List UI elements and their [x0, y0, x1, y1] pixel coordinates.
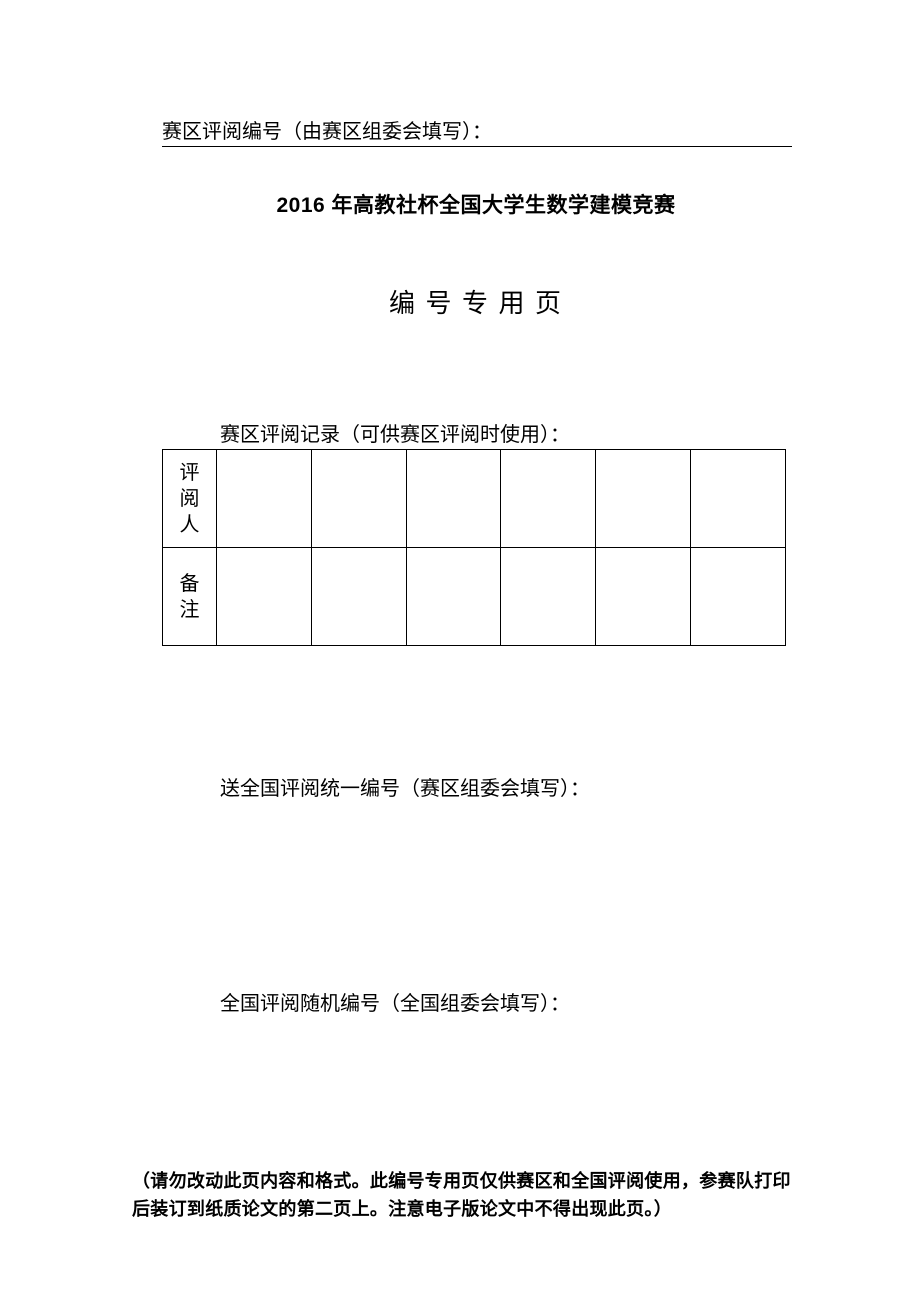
- page-title-sub: 编 号 专 用 页: [162, 283, 790, 320]
- table-cell: [311, 450, 406, 548]
- table-cell: [501, 548, 596, 646]
- table-cell: [311, 548, 406, 646]
- unified-number-label: 送全国评阅统一编号（赛区组委会填写）：: [220, 772, 790, 801]
- page-title-main: 2016 年高教社杯全国大学生数学建模竞赛: [162, 189, 790, 219]
- table-cell: [406, 548, 501, 646]
- random-number-label: 全国评阅随机编号（全国组委会填写）：: [220, 987, 790, 1016]
- table-cell: [406, 450, 501, 548]
- review-record-table: 评阅人 备注: [162, 449, 786, 646]
- table-caption: 赛区评阅记录（可供赛区评阅时使用）：: [220, 418, 790, 447]
- table-cell: [216, 450, 311, 548]
- header-underline: [162, 146, 790, 147]
- table-cell: [691, 548, 786, 646]
- table-cell: [501, 450, 596, 548]
- table-cell: [596, 548, 691, 646]
- row-header-reviewer: 评阅人: [163, 450, 217, 548]
- table-cell: [596, 450, 691, 548]
- table-row: 评阅人: [163, 450, 786, 548]
- review-number-label: 赛区评阅编号（由赛区组委会填写）：: [162, 115, 790, 144]
- footer-note: （请勿改动此页内容和格式。此编号专用页仅供赛区和全国评阅使用，参赛队打印后装订到…: [132, 1168, 800, 1224]
- table-row: 备注: [163, 548, 786, 646]
- document-page: 赛区评阅编号（由赛区组委会填写）： 2016 年高教社杯全国大学生数学建模竞赛 …: [0, 0, 920, 1224]
- table-cell: [691, 450, 786, 548]
- table-cell: [216, 548, 311, 646]
- row-header-notes: 备注: [163, 548, 217, 646]
